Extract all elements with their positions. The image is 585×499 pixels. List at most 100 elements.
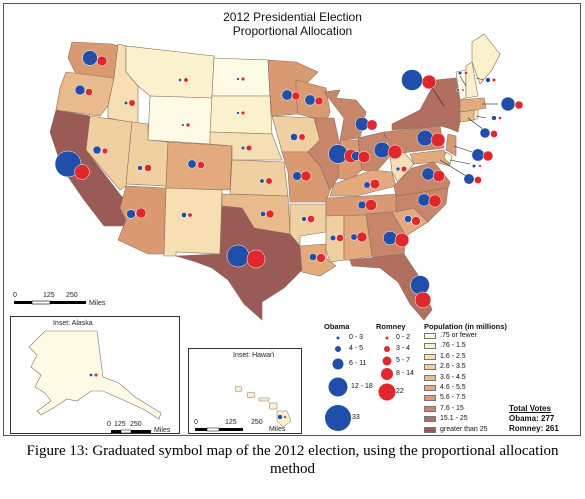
nm-romney-symbol (187, 212, 193, 218)
island-maui (268, 402, 278, 410)
state-new-mexico (163, 187, 223, 257)
wy-romney-symbol (185, 122, 191, 128)
leader-lines (431, 75, 498, 177)
state-kansas (229, 159, 289, 197)
ky-obama-symbol (363, 181, 371, 189)
legend-romney-sym-1 (385, 336, 389, 340)
wa-romney-symbol (96, 55, 108, 67)
pa-romney-symbol (430, 132, 446, 148)
legend-population-class-3: 1.6 - 2.5 (440, 352, 466, 360)
oh-obama-symbol (373, 141, 391, 159)
vt-romney-symbol (461, 88, 465, 92)
inset-hawaii: Inset: Hawai'i 0 125 250 Miles (188, 348, 302, 434)
island-oahu (246, 391, 256, 399)
de-obama-symbol (471, 163, 477, 169)
tx-obama-symbol (226, 244, 250, 268)
legend-romney-class-1: 0 - 2 (396, 334, 411, 341)
legend-obama-sym-5 (325, 405, 351, 431)
state-wyoming (147, 95, 213, 145)
mo-obama-symbol (292, 171, 302, 181)
nd-obama-symbol (236, 77, 240, 81)
legend-population-swatch-8 (424, 405, 436, 412)
tn-obama-symbol (357, 200, 367, 210)
main-scale-bar (14, 300, 86, 305)
sc-romney-symbol (411, 216, 421, 226)
ma-romney-symbol (514, 100, 524, 110)
legend-population-swatch-1 (424, 333, 436, 339)
us-map (14, 33, 524, 321)
caption-line-2: method (270, 461, 315, 477)
in-romney-symbol (357, 150, 371, 164)
legend-obama-sym-3 (332, 358, 344, 370)
state-nevada (85, 115, 133, 191)
ia-obama-symbol (290, 133, 298, 141)
legend-population-class-5: 3.6 - 4.5 (440, 373, 466, 381)
wi-obama-symbol (304, 94, 316, 106)
nd-romney-symbol (240, 76, 246, 82)
state-delaware (443, 151, 453, 165)
mt-romney-symbol (183, 77, 189, 83)
me-romney-symbol (491, 77, 497, 83)
ny-romney-symbol (421, 74, 437, 90)
legend-obama-class-4: 12 - 18 (351, 383, 373, 390)
state-new-hampshire (465, 61, 479, 99)
la-romney-symbol (316, 253, 326, 263)
total-votes-romney: Romney: 261 (509, 424, 559, 433)
sd-romney-symbol (240, 110, 246, 116)
legend-population-swatch-4 (424, 364, 436, 371)
mo-romney-symbol (300, 170, 312, 182)
alaska-scale-label-250: 250 (130, 421, 142, 428)
wv-romney-symbol (400, 165, 408, 173)
hawaii-scale-label-125: 125 (225, 419, 237, 426)
mi-romney-symbol (366, 119, 378, 131)
legend-population-class-1: .75 or fewer (440, 332, 477, 339)
ga-obama-symbol (382, 230, 398, 246)
legend-population-class-10: greater than 25 (440, 425, 488, 433)
legend-romney-sym-4 (381, 368, 393, 380)
ne-obama-symbol (240, 145, 246, 151)
alaska-scale-label-0: 0 (107, 421, 111, 428)
legend-population-class-7: 5.6 - 7.5 (440, 394, 466, 402)
va-romney-symbol (432, 169, 446, 183)
va-obama-symbol (421, 167, 435, 181)
main-scale-label-0: 0 (13, 292, 17, 299)
nh-obama-symbol (457, 70, 463, 76)
title-line-2: Proportional Allocation (232, 24, 353, 38)
state-new-jersey (445, 133, 457, 157)
tn-romney-symbol (365, 199, 377, 211)
ct-romney-symbol (490, 130, 498, 138)
al-romney-symbol (356, 231, 368, 243)
legend-romney-title: Romney (376, 322, 406, 331)
ri-romney-symbol (498, 116, 502, 120)
main-scale-label-125: 125 (43, 292, 55, 299)
mn-romney-symbol (291, 91, 301, 101)
hawaii-map (195, 385, 292, 432)
mn-obama-symbol (281, 89, 293, 101)
mt-obama-symbol (178, 78, 182, 82)
legend-population-class-2: .76 - 1.5 (440, 342, 466, 350)
or-obama-symbol (74, 84, 86, 96)
md-romney-symbol (474, 176, 482, 184)
legend-obama-class-2: 4 - 5 (349, 345, 364, 352)
state-rhode-island (473, 109, 479, 121)
legend-romney-class-2: 3 - 4 (396, 345, 411, 352)
map-title: 2012 Presidential Election Proportional … (0, 10, 585, 38)
oh-romney-symbol (387, 144, 403, 160)
hawaii-scale-label-250: 250 (251, 419, 263, 426)
legend-romney-symbols (378, 336, 396, 401)
ks-romney-symbol (265, 177, 273, 185)
legend-obama-class-1: 0 - 3 (349, 334, 364, 341)
legend-romney-sym-5 (378, 383, 396, 401)
legend-population-class-4: 2.6 - 3.5 (440, 363, 466, 371)
ak-romney-symbol (93, 373, 98, 378)
hawaii-scale-label-0: 0 (194, 419, 198, 426)
legend-population-swatch-6 (424, 385, 436, 391)
alaska-scale-label-125: 125 (114, 421, 126, 428)
main-scale-unit: Miles (89, 300, 106, 307)
legend-population-swatch-7 (424, 395, 436, 402)
ri-obama-symbol (491, 115, 497, 121)
ut-romney-symbol (144, 164, 152, 172)
state-arkansas (289, 203, 327, 247)
legend-population-swatch-5 (424, 374, 436, 381)
hi-romney-symbol (283, 415, 287, 419)
